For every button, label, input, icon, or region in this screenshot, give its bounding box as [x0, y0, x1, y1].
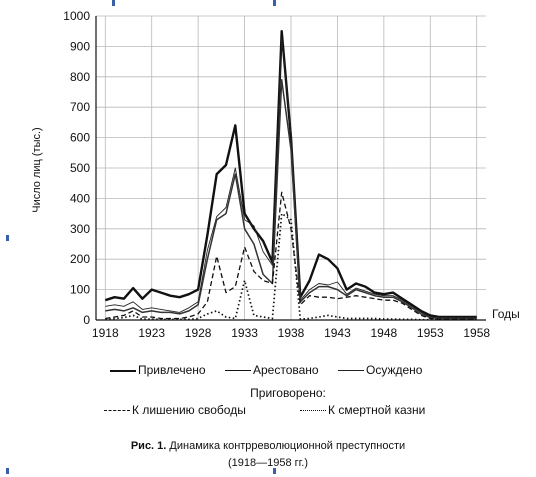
y-tick-label: 900 [70, 39, 90, 53]
y-tick-label: 1000 [63, 9, 90, 23]
y-tick-label: 500 [70, 161, 90, 175]
figure-caption-years: (1918—1958 гг.) [0, 457, 536, 469]
x-tick-label: 1928 [185, 326, 212, 340]
chart-series [104, 30, 477, 321]
y-axis-label: Число лиц (тыс.) [31, 127, 43, 212]
legend-swatch-dotted [300, 410, 326, 412]
scan-mark [6, 235, 9, 241]
y-tick-label: 200 [70, 252, 90, 266]
legend-item-arestovano: Арестовано [225, 363, 319, 377]
legend-item-k-lisheniyu: К лишению свободы [104, 403, 246, 417]
x-tick-label: 1918 [92, 326, 119, 340]
scan-mark [273, 468, 276, 474]
y-tick-label: 700 [70, 100, 90, 114]
series-line-thin [105, 38, 477, 319]
series-line-medium [105, 79, 477, 320]
legend-swatch-dashed [104, 410, 130, 412]
x-tick-label: 1923 [138, 326, 165, 340]
legend-label: Осуждено [366, 363, 423, 377]
series-line-dashed [105, 191, 477, 320]
x-tick-label: 1943 [324, 326, 351, 340]
x-tick-label: 1938 [278, 326, 305, 340]
legend-item-privlecheno: Привлечено [110, 363, 206, 377]
legend-header-row: Приговорено: [0, 386, 536, 400]
figure-caption: Рис. 1. Динамика контрреволюционной прес… [0, 440, 536, 452]
legend-label: Арестовано [253, 363, 319, 377]
x-tick-label: 1953 [417, 326, 444, 340]
legend-header: Приговорено: [250, 386, 326, 400]
y-tick-label: 100 [70, 283, 90, 297]
scan-mark [273, 0, 276, 6]
x-axis-label: Годы [492, 307, 520, 321]
chart-axes [95, 16, 486, 321]
y-tick-label: 300 [70, 222, 90, 236]
legend-label: Привлечено [138, 363, 206, 377]
legend-item-k-smertnoy: К смертной казни [300, 403, 425, 417]
scan-mark [6, 468, 9, 474]
x-tick-label: 1958 [463, 326, 490, 340]
legend-swatch-medium [338, 370, 364, 372]
y-tick-labels: 0 100 200 300 400 500 600 700 800 900 1000 [63, 9, 90, 327]
caption-number: Рис. 1. [130, 440, 167, 452]
legend-item-osuzhdeno: Осуждено [338, 363, 422, 377]
legend-label: К смертной казни [328, 403, 426, 417]
legend-swatch-thick [110, 369, 136, 372]
y-tick-label: 600 [70, 131, 90, 145]
x-tick-label: 1948 [371, 326, 398, 340]
legend-swatch-thin [225, 370, 251, 372]
y-tick-label: 800 [70, 70, 90, 84]
series-line-dotted [105, 212, 477, 321]
x-tick-label: 1933 [231, 326, 258, 340]
y-tick-label: 400 [70, 191, 90, 205]
chart: 0 100 200 300 400 500 600 700 800 900 1000 1918 192… [31, 9, 520, 340]
caption-years: (1918—1958 гг.) [227, 457, 309, 469]
caption-title: Динамика контрреволюционной преступности [169, 440, 406, 452]
scan-mark [112, 0, 115, 6]
y-tick-label: 0 [83, 313, 90, 327]
legend-label: К лишению свободы [132, 403, 246, 417]
x-tick-labels: 1918 1923 1928 1933 1938 1943 1948 1953 1958 [92, 326, 490, 340]
chart-grid [96, 15, 486, 320]
